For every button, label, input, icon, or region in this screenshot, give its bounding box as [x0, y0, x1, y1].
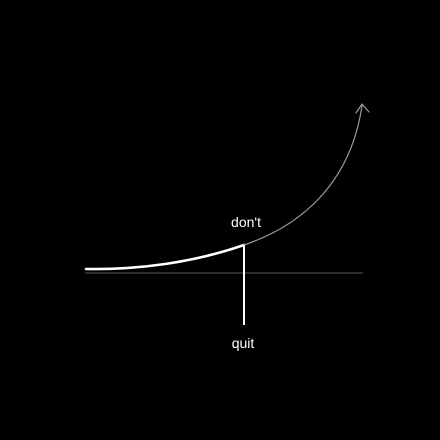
growth-curve-thin: [243, 105, 363, 246]
label-top: don't: [231, 214, 261, 230]
label-bottom: quit: [232, 335, 255, 351]
growth-curve-bold: [84, 243, 246, 271]
arrow-head-icon: [355, 103, 370, 114]
